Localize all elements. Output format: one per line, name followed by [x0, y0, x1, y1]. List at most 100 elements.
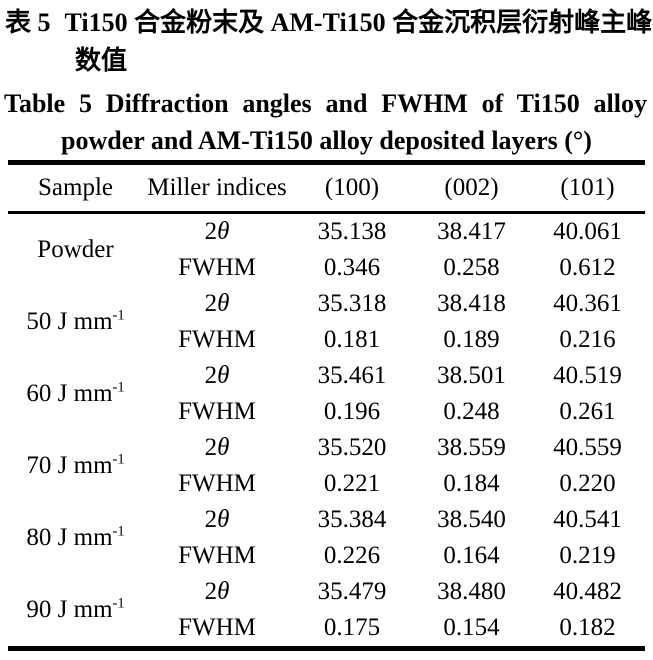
- param-cell-2theta: 2θ: [143, 358, 291, 394]
- sample-label: Powder: [37, 236, 114, 263]
- value-cell-100: 0.196: [323, 398, 381, 425]
- value-cell-002: 38.540: [437, 506, 506, 533]
- two-theta-number: 2: [204, 578, 218, 605]
- value-cell-100: 0.175: [323, 614, 381, 641]
- param-cell-2theta: 2θ: [143, 502, 291, 538]
- table-number-en: Table 5: [4, 89, 92, 118]
- value-cell-100: 35.384: [317, 506, 387, 533]
- value-cell-002: 0.258: [443, 254, 500, 281]
- table-row: Powder 2θ 35.138 38.417 40.061: [8, 213, 645, 263]
- table-row: 80 J mm-1 2θ 35.384 38.540 40.541: [8, 502, 645, 551]
- sample-label-sup: -1: [112, 523, 125, 540]
- col-header-101: (101): [560, 174, 615, 201]
- param-cell-fwhm: FWHM: [178, 542, 256, 569]
- value-cell-002: 0.154: [443, 614, 500, 641]
- table-title-cn: 表 5 Ti150 合金粉末及 AM-Ti150 合金沉积层衍射峰主峰参 数值: [0, 3, 653, 80]
- param-cell-2theta: 2θ: [143, 430, 291, 466]
- header-row: Sample Miller indices (100) (002) (101): [8, 163, 645, 213]
- sample-cell: 50 J mm-1: [8, 286, 143, 358]
- param-cell-2theta: 2θ: [143, 286, 291, 322]
- value-cell-101: 40.482: [553, 578, 622, 605]
- value-cell-101: 40.519: [553, 362, 622, 389]
- value-cell-100: 35.479: [317, 578, 387, 605]
- table-title-en-line1: Table 5 Diffraction angles and FWHM of T…: [0, 85, 653, 122]
- value-cell-101: 40.061: [553, 218, 622, 245]
- col-header-002: (002): [444, 174, 499, 201]
- two-theta-symbol: θ: [217, 506, 230, 533]
- table-header: Sample Miller indices (100) (002) (101): [8, 163, 645, 213]
- table-row: 60 J mm-1 2θ 35.461 38.501 40.519: [8, 358, 645, 407]
- value-cell-101: 0.219: [559, 542, 616, 569]
- value-cell-002: 38.418: [437, 290, 506, 317]
- table-title-cn-text: Ti150 合金粉末及 AM-Ti150 合金沉积层衍射峰主峰参: [64, 8, 653, 37]
- sample-cell: Powder: [8, 213, 143, 287]
- two-theta-number: 2: [204, 506, 218, 533]
- param-cell-fwhm: FWHM: [178, 326, 256, 353]
- sample-label-sup: -1: [112, 595, 125, 612]
- value-cell-100: 35.461: [317, 362, 387, 389]
- value-cell-100: 0.226: [323, 542, 381, 569]
- value-cell-100: 35.318: [317, 290, 387, 317]
- value-cell-002: 0.189: [443, 326, 500, 353]
- table-title-en-line2: powder and AM-Ti150 alloy deposited laye…: [61, 126, 592, 155]
- sample-label: 60 J mm: [26, 380, 113, 407]
- two-theta-number: 2: [204, 290, 218, 317]
- two-theta-number: 2: [204, 362, 218, 389]
- value-cell-101: 40.559: [553, 434, 622, 461]
- value-cell-002: 38.480: [437, 578, 506, 605]
- value-cell-101: 0.182: [559, 614, 616, 641]
- table-row: FWHM 0.226 0.164 0.219: [8, 538, 645, 574]
- value-cell-100: 0.181: [323, 326, 381, 353]
- sample-label: 70 J mm: [26, 452, 113, 479]
- param-cell-fwhm: FWHM: [178, 614, 256, 641]
- table-row: FWHM 0.221 0.184 0.220: [8, 466, 645, 502]
- two-theta-symbol: θ: [217, 434, 230, 461]
- sample-cell: 80 J mm-1: [8, 502, 143, 574]
- value-cell-100: 35.520: [317, 434, 387, 461]
- value-cell-002: 38.501: [437, 362, 506, 389]
- table-title-cn-line2: 数值: [75, 46, 128, 75]
- table-body: Powder 2θ 35.138 38.417 40.061 FWHM 0.34…: [8, 213, 645, 649]
- table-row: 50 J mm-1 2θ 35.318 38.418 40.361: [8, 286, 645, 335]
- value-cell-100: 35.138: [317, 218, 387, 245]
- param-cell-fwhm: FWHM: [178, 398, 256, 425]
- sample-label: 90 J mm: [26, 596, 113, 623]
- param-cell-fwhm: FWHM: [178, 470, 256, 497]
- two-theta-symbol: θ: [217, 578, 230, 605]
- value-cell-101: 40.541: [553, 506, 622, 533]
- table-title-en-text: Diffraction angles and FWHM of Ti150 all…: [105, 89, 647, 118]
- sample-cell: 70 J mm-1: [8, 430, 143, 502]
- value-cell-101: 0.220: [559, 470, 616, 497]
- table-number-cn: 表 5: [5, 8, 51, 37]
- col-header-miller-indices: Miller indices: [147, 174, 287, 201]
- value-cell-100: 0.346: [323, 254, 381, 281]
- two-theta-number: 2: [204, 434, 218, 461]
- sample-cell: 90 J mm-1: [8, 574, 143, 649]
- diffraction-table: Sample Miller indices (100) (002) (101) …: [8, 160, 645, 651]
- value-cell-002: 38.559: [437, 434, 506, 461]
- two-theta-symbol: θ: [217, 362, 230, 389]
- sample-cell: 60 J mm-1: [8, 358, 143, 430]
- table-row: FWHM 0.346 0.258 0.612: [8, 250, 645, 286]
- value-cell-101: 0.261: [559, 398, 616, 425]
- table-row: 70 J mm-1 2θ 35.520 38.559 40.559: [8, 430, 645, 479]
- two-theta-number: 2: [204, 218, 218, 245]
- two-theta-symbol: θ: [217, 218, 230, 245]
- value-cell-002: 38.417: [437, 218, 506, 245]
- col-header-sample: Sample: [38, 174, 113, 201]
- table-row: 90 J mm-1 2θ 35.479 38.480 40.482: [8, 574, 645, 623]
- table-title-cn-line1: 表 5 Ti150 合金粉末及 AM-Ti150 合金沉积层衍射峰主峰参: [0, 3, 653, 42]
- col-header-100: (100): [324, 174, 380, 201]
- table-title-en: Table 5 Diffraction angles and FWHM of T…: [0, 85, 653, 159]
- table-row: FWHM 0.196 0.248 0.261: [8, 394, 645, 430]
- two-theta-symbol: θ: [217, 290, 230, 317]
- param-cell-2theta: 2θ: [143, 213, 291, 251]
- value-cell-101: 0.612: [559, 254, 616, 281]
- value-cell-100: 0.221: [323, 470, 381, 497]
- param-cell-fwhm: FWHM: [178, 254, 256, 281]
- sample-label-sup: -1: [112, 379, 125, 396]
- sample-label-sup: -1: [112, 451, 125, 468]
- value-cell-101: 0.216: [559, 326, 616, 353]
- param-cell-2theta: 2θ: [143, 574, 291, 610]
